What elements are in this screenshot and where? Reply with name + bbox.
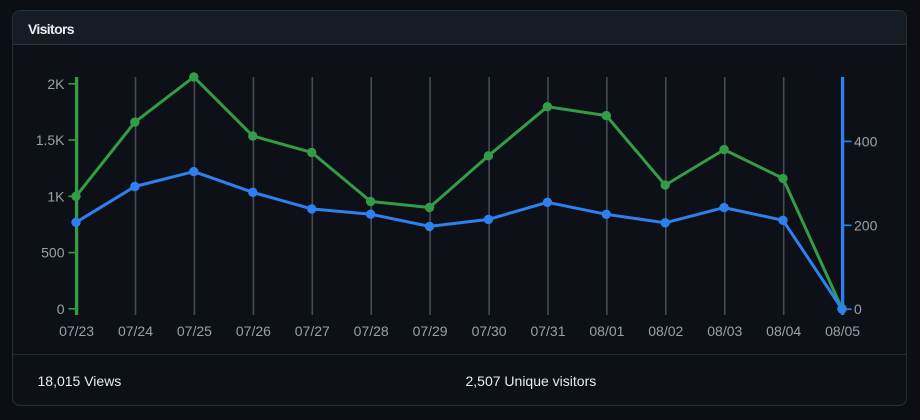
svg-text:08/04: 08/04 bbox=[766, 323, 801, 339]
svg-text:07/30: 07/30 bbox=[472, 323, 507, 339]
svg-text:07/28: 07/28 bbox=[354, 323, 389, 339]
svg-text:08/02: 08/02 bbox=[648, 323, 683, 339]
svg-text:1.5K: 1.5K bbox=[36, 132, 65, 148]
svg-text:400: 400 bbox=[854, 133, 878, 149]
svg-text:07/25: 07/25 bbox=[177, 323, 212, 339]
svg-text:2K: 2K bbox=[47, 76, 65, 92]
svg-text:08/01: 08/01 bbox=[589, 323, 624, 339]
svg-text:07/26: 07/26 bbox=[236, 323, 271, 339]
svg-text:500: 500 bbox=[41, 245, 65, 261]
svg-text:08/03: 08/03 bbox=[707, 323, 742, 339]
svg-text:200: 200 bbox=[854, 217, 878, 233]
svg-text:07/23: 07/23 bbox=[59, 323, 94, 339]
svg-text:08/05: 08/05 bbox=[825, 323, 860, 339]
svg-text:07/24: 07/24 bbox=[118, 323, 153, 339]
svg-text:07/31: 07/31 bbox=[530, 323, 565, 339]
svg-text:07/29: 07/29 bbox=[413, 323, 448, 339]
svg-text:1K: 1K bbox=[47, 188, 65, 204]
svg-text:07/27: 07/27 bbox=[295, 323, 330, 339]
svg-text:0: 0 bbox=[57, 301, 65, 317]
svg-text:0: 0 bbox=[854, 301, 862, 317]
